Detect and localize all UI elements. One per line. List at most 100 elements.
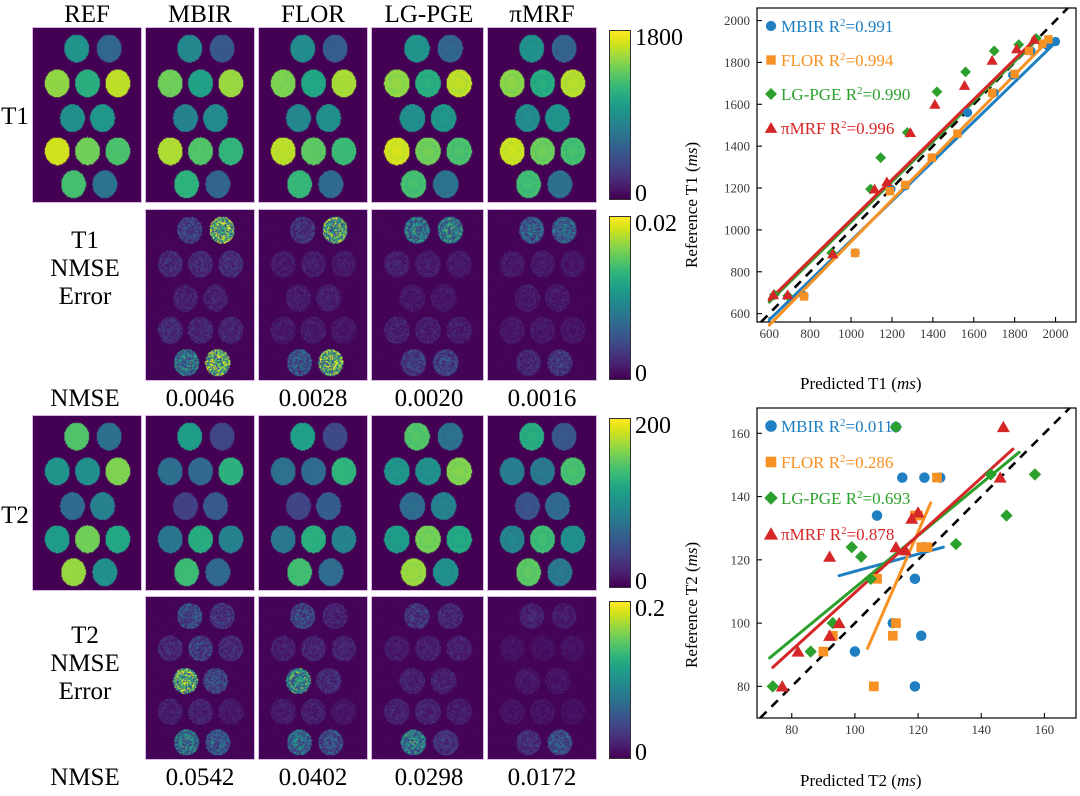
column-header-flor: FLOR — [281, 1, 345, 28]
column-header-mbir: MBIR — [168, 1, 232, 28]
data-point — [927, 153, 937, 162]
data-point — [1028, 34, 1040, 44]
data-point — [799, 292, 809, 301]
svg-text:120: 120 — [908, 722, 928, 737]
data-point — [901, 180, 910, 190]
t1-map-colorbar-max: 1800 — [635, 25, 683, 51]
data-point — [1000, 509, 1013, 522]
t1-error-pimrf — [487, 209, 597, 381]
t2-error-colorbar-min: 0 — [635, 740, 647, 766]
t2-map-lgpge — [371, 415, 484, 591]
data-point — [889, 540, 903, 553]
t1-error-colorbar-max: 0.02 — [635, 211, 677, 237]
data-point — [885, 186, 895, 196]
data-point — [1044, 35, 1053, 44]
svg-text:140: 140 — [971, 722, 991, 737]
t2-scatter-svg: 80 100 120 140 160 80 100 120 140 160 MBIR R2=0.01… — [731, 407, 1077, 737]
data-point — [1011, 43, 1023, 54]
data-point — [881, 176, 893, 187]
svg-text:2000: 2000 — [724, 13, 750, 28]
svg-text:600: 600 — [760, 326, 780, 341]
data-point — [984, 468, 997, 481]
t1-scatter: 600 800 1000 1200 1400 1600 1800 2000 600 800 1000… — [703, 4, 1080, 356]
svg-text:100: 100 — [845, 722, 865, 737]
t2-error-lgpge — [371, 596, 484, 760]
t2-map-colorbar — [609, 418, 631, 588]
svg-text:800: 800 — [800, 326, 820, 341]
t2-map-pimrf — [487, 415, 597, 591]
t2-error-pimrf — [487, 596, 597, 760]
svg-text:160: 160 — [1035, 722, 1055, 737]
data-point — [963, 108, 973, 118]
data-point — [1028, 468, 1042, 481]
legend-entry: πMRF R2=0.878 — [781, 525, 894, 544]
t1-map-flor — [258, 27, 368, 203]
data-point — [919, 472, 930, 483]
svg-text:120: 120 — [731, 552, 751, 567]
t2-scatter: 80 100 120 140 160 80 100 120 140 160 MBIR R2=0.01… — [703, 404, 1080, 752]
legend-entry: LG-PGE R2=0.693 — [781, 489, 910, 508]
row-label-t2-error-l1: T2 — [71, 622, 99, 649]
nmse-t1-pimrf: 0.0016 — [507, 385, 577, 412]
t2-map-mbir — [145, 415, 255, 591]
data-point — [960, 66, 971, 78]
data-point — [791, 645, 805, 657]
t2-map-colorbar-min: 0 — [635, 569, 647, 595]
data-point — [911, 506, 925, 518]
data-point — [887, 630, 898, 641]
nmse-t2-pimrf: 0.0172 — [507, 764, 577, 791]
data-point — [915, 630, 927, 642]
data-point — [904, 127, 917, 137]
svg-text:1600: 1600 — [724, 97, 750, 112]
data-point — [909, 573, 921, 585]
t2-error-flor — [258, 596, 368, 760]
column-header-ref: REF — [64, 1, 110, 28]
nmse-t2-mbir: 0.0542 — [165, 764, 235, 791]
data-point — [875, 152, 887, 164]
column-header-lgpge: LG-PGE — [384, 1, 474, 28]
svg-text:1600: 1600 — [961, 326, 987, 341]
nmse-t2-flor: 0.0402 — [278, 764, 348, 791]
data-point — [823, 629, 837, 641]
t2-error-colorbar-max: 0.2 — [635, 596, 665, 622]
data-point — [872, 573, 882, 584]
row-label-t2: T2 — [1, 502, 29, 529]
data-point — [868, 183, 881, 194]
svg-text:1000: 1000 — [724, 222, 750, 237]
t1-map-lgpge — [371, 27, 484, 203]
t2-scatter-xlabel: Predicted T2 (ms) — [800, 771, 922, 790]
data-point — [1050, 36, 1061, 47]
data-point — [849, 646, 861, 657]
svg-text:1400: 1400 — [920, 326, 946, 341]
t1-map-ref — [32, 27, 142, 203]
data-point — [891, 618, 901, 628]
data-point — [1010, 69, 1019, 79]
data-point — [929, 98, 941, 109]
nmse-t2-lgpge: 0.0298 — [394, 764, 464, 791]
data-point — [898, 544, 912, 556]
data-point — [832, 616, 846, 629]
row-label-t1-error: T1 NMSE Error — [30, 227, 140, 311]
data-point — [869, 681, 879, 692]
data-point — [987, 88, 997, 97]
t1-map-colorbar-min: 0 — [635, 181, 647, 207]
t1-error-colorbar — [609, 216, 631, 380]
t1-scatter-xlabel: Predicted T1 (ms) — [800, 374, 922, 393]
data-point — [782, 289, 794, 300]
data-point — [996, 420, 1010, 433]
t2-map-flor — [258, 415, 368, 591]
row-label-t1-error-l1: T1 — [71, 227, 99, 254]
legend-entry: MBIR R2=0.991 — [781, 17, 893, 36]
data-point — [909, 681, 921, 692]
data-point — [850, 248, 860, 258]
data-point — [871, 510, 883, 521]
data-point — [897, 472, 908, 483]
t1-map-colorbar — [609, 30, 631, 200]
t1-scatter-ylabel: Reference T1 (ms) — [682, 141, 701, 268]
legend-entry: LG-PGE R2=0.990 — [781, 85, 910, 104]
data-point — [775, 680, 789, 692]
row-label-t2-error-l2: NMSE — [50, 650, 120, 677]
svg-text:1200: 1200 — [724, 181, 750, 196]
t2-map-ref — [32, 415, 142, 591]
svg-text:2000: 2000 — [1043, 326, 1069, 341]
